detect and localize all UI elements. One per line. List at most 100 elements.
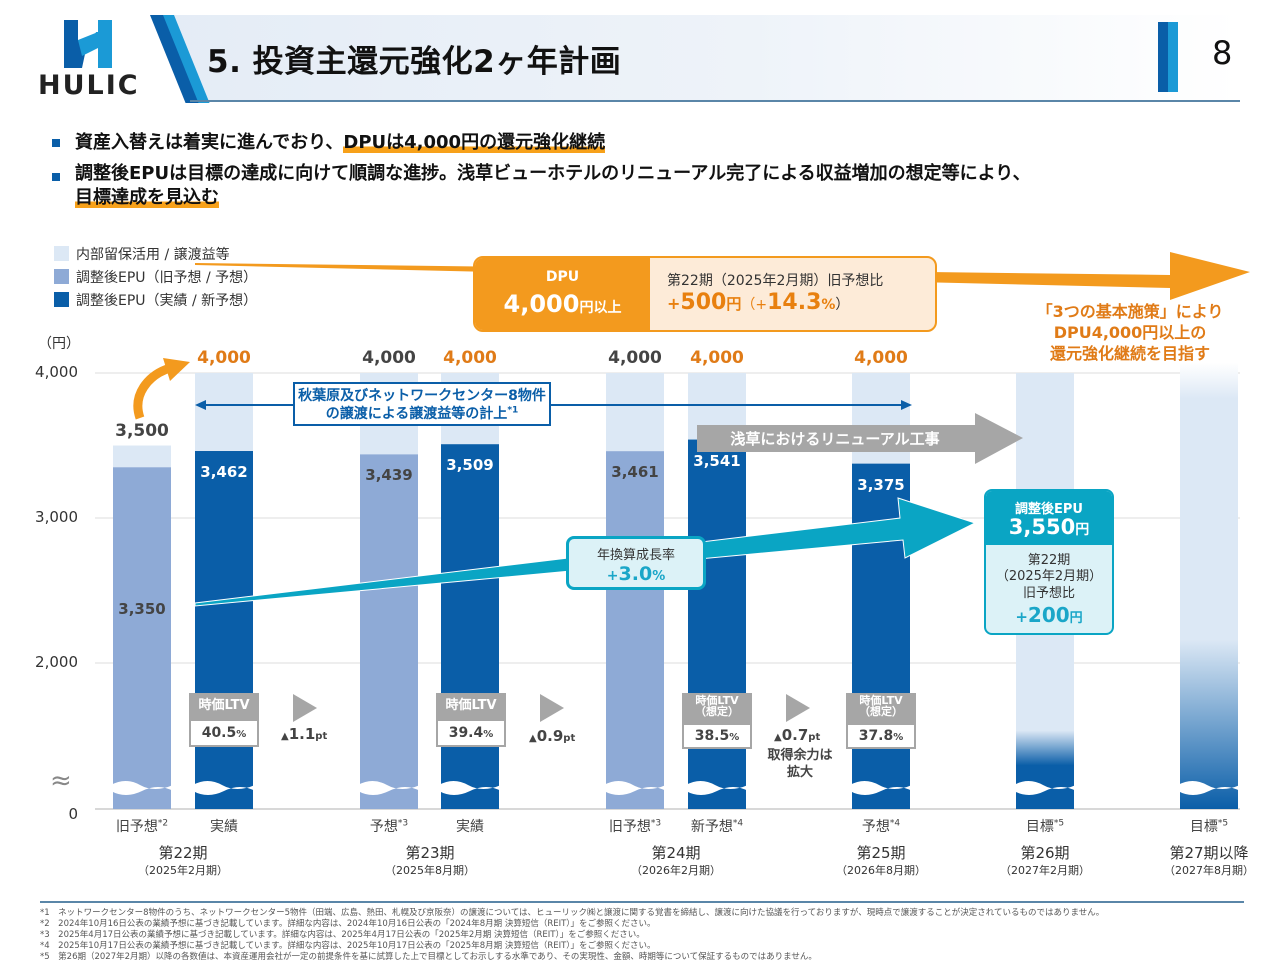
bar-epu-p23-fc — [360, 454, 418, 809]
legend-swatch-retained — [54, 246, 69, 261]
period-sublabel: （2025年2月期） — [138, 864, 228, 877]
category-text: 新予想 — [690, 819, 733, 835]
bar-epu-p22-old — [113, 467, 171, 809]
delta-number: 0.9 — [536, 727, 564, 745]
legend-label-actual: 調整後EPU（実績 / 新予想） — [76, 293, 258, 309]
ltv-unit: % — [729, 732, 740, 743]
bar-epu-p22-act — [195, 451, 253, 809]
footnote-5: *5 第26期（2027年2月期）以降の各数値は、本資産運用会社が一定の前提条件… — [40, 952, 817, 962]
bullet-1: 資産入替えは着実に進んでおり、DPUは4,000円の還元強化継続 — [75, 128, 606, 154]
header-underline — [190, 100, 1240, 102]
y-tick-4000: 4,000 — [35, 363, 78, 381]
bullet-2-plain: 調整後EPUは目標の達成に向けて順調な進捗。浅草ビューホテルのリニューアル完了に… — [75, 163, 1031, 184]
ltv-box-24: 時価LTV （想定） 38.5% — [682, 693, 752, 749]
bar-epu-p24-new — [688, 439, 746, 809]
ltv-value: 39.4% — [436, 719, 506, 747]
ltv-play-arrow-icon — [293, 694, 317, 722]
hulic-logo-icon — [64, 20, 112, 68]
period-label: 第27期以降 — [1169, 844, 1249, 862]
dpu-label: DPU — [545, 269, 580, 285]
footnote-divider — [40, 901, 1244, 903]
page-accent-light — [1168, 22, 1178, 92]
axis-break-wave — [604, 781, 666, 795]
x-category-label: 旧予想*3 — [581, 816, 689, 836]
bar-retained-p22-act — [195, 373, 253, 452]
epu-cmp-line-2: （2025年2月期） — [995, 569, 1103, 585]
epu-diff-value: 200 — [1027, 603, 1070, 627]
period-sublabel: （2026年8月期） — [836, 864, 926, 877]
category-footnote-ref: *3 — [650, 818, 662, 829]
period-label: 第24期 — [651, 844, 701, 862]
ltv-number: 40.5 — [201, 725, 237, 741]
legend-label-retained: 内部留保活用 / 譲渡益等 — [76, 247, 230, 263]
y-tick-3000: 3,000 — [35, 508, 78, 526]
dpu-increase-curve-arrow — [133, 363, 172, 420]
ltv-head-line1: 時価LTV — [859, 694, 903, 707]
axis-break-wave — [1014, 781, 1076, 795]
bullet-1-plain: 資産入替えは着実に進んでおり、 — [75, 132, 344, 153]
bullet-marker — [52, 173, 60, 181]
ltv-delta-2: ▲0.9pt — [529, 727, 575, 745]
transfer-arrow-right — [901, 400, 912, 410]
category-text: 旧予想 — [608, 819, 651, 835]
ltv-unit: % — [236, 729, 247, 740]
delta-triangle-icon: ▲ — [529, 733, 537, 744]
page-title: 5. 投資主還元強化2ヶ年計画 — [207, 44, 622, 80]
delta-unit: pt — [563, 733, 576, 744]
epu-target-value: 3,550円 — [986, 515, 1112, 539]
ltv-capacity-note: 取得余力は 拡大 — [758, 748, 842, 782]
bar-retained-p22-old — [113, 445, 171, 468]
dpu-value: 4,000円以上 — [475, 290, 650, 318]
policy-line-3: 還元強化継続を目指す — [1049, 343, 1210, 363]
transfer-arrow-left — [195, 400, 206, 410]
policy-line-1: 「3つの基本施策」により — [1036, 302, 1224, 321]
ltv-head: 時価LTV （想定） — [846, 693, 916, 723]
capacity-note-line-1: 取得余力は — [767, 748, 833, 763]
axis-break-icon: ≈ — [50, 766, 72, 796]
dpu-diff-value: 500 — [680, 290, 727, 315]
dpu-pct-close: ） — [835, 297, 850, 313]
category-footnote-ref: *5 — [1053, 818, 1065, 829]
ltv-head-line2: （想定） — [859, 705, 903, 718]
ltv-head: 時価LTV （想定） — [682, 693, 752, 723]
ltv-head: 時価LTV — [436, 693, 506, 719]
ltv-value: 38.5% — [682, 723, 752, 749]
x-category-label: 新予想*4 — [663, 816, 771, 836]
dpu-compare-title: 第22期（2025年2月期）旧予想比 — [667, 273, 884, 289]
transfer-footnote-ref: *1 — [507, 405, 519, 416]
bar-epu-label: 3,439 — [365, 466, 413, 485]
epu-target-callout: 調整後EPU 3,550円 第22期 （2025年2月期） 旧予想比 +200円 — [984, 489, 1114, 635]
growth-trend-arrow — [194, 497, 977, 607]
epu-target-header — [986, 491, 1112, 545]
bar-total-label: 4,000 — [608, 348, 662, 368]
dpu-diff-sign: + — [667, 294, 681, 313]
ltv-box-25: 時価LTV （想定） 37.8% — [846, 693, 916, 749]
logo-text: HULIC — [38, 70, 140, 101]
epu-target-compare: 第22期 （2025年2月期） 旧予想比 — [986, 553, 1112, 602]
delta-number: 1.1 — [288, 725, 316, 743]
category-footnote-ref: *2 — [157, 818, 169, 829]
footnote-2: *2 2024年10月16日公表の業績予想に基づき記載しています。詳細な内容は、… — [40, 919, 656, 929]
ltv-unit: % — [483, 729, 494, 740]
period-label: 第23期 — [405, 844, 455, 862]
ltv-unit: % — [893, 732, 904, 743]
period-sublabel: （2026年2月期） — [631, 864, 721, 877]
growth-rate-callout: 年換算成長率 +3.0% — [566, 536, 706, 590]
delta-number: 0.7 — [781, 726, 809, 744]
y-tick-0: 0 — [68, 805, 78, 823]
dpu-callout: DPU 4,000円以上 第22期（2025年2月期）旧予想比 +500円（+1… — [473, 256, 937, 332]
bullet-1-highlight: DPUは4,000円の還元強化継続 — [343, 132, 606, 153]
bar-retained-p24-old — [606, 373, 664, 452]
dpu-pct-open: （+ — [741, 297, 768, 313]
epu-target-number: 3,550 — [1008, 515, 1076, 539]
period-sublabel: （2025年8月期） — [385, 864, 475, 877]
x-category-label: 目標*5 — [991, 816, 1099, 836]
dpu-pct-unit: % — [821, 297, 836, 313]
policy-text: 「3つの基本施策」により DPU4,000円以上の 還元強化継続を目指す — [1010, 302, 1250, 364]
ltv-play-arrow-icon — [540, 694, 564, 722]
bar-p27-tgt — [1180, 363, 1238, 809]
delta-unit: pt — [808, 732, 821, 743]
bullet-marker — [52, 139, 60, 147]
bar-epu-label: 3,541 — [693, 451, 741, 470]
capacity-note-line-2: 拡大 — [786, 764, 813, 780]
